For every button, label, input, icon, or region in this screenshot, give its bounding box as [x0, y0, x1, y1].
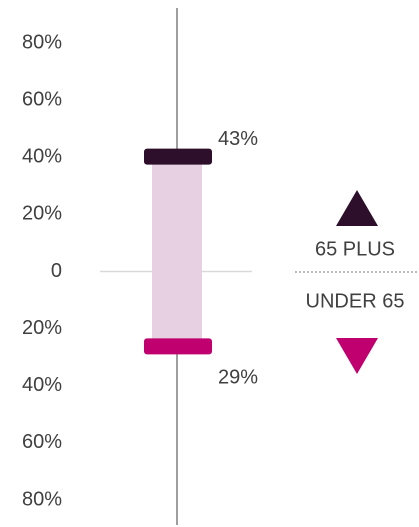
y-tick-label: 60% [22, 431, 62, 453]
legend-label: UNDER 65 [306, 290, 405, 312]
y-tick-label: 80% [22, 31, 62, 53]
y-tick-label: 0 [51, 260, 62, 282]
range-cap [144, 338, 212, 355]
y-tick-label: 20% [22, 203, 62, 225]
y-tick-label: 20% [22, 317, 62, 339]
y-tick-label: 60% [22, 88, 62, 110]
value-label: 29% [218, 367, 258, 389]
y-tick-label: 40% [22, 146, 62, 168]
y-tick-label: 40% [22, 374, 62, 396]
range-fill [152, 156, 202, 347]
value-label: 43% [218, 128, 258, 150]
y-tick-label: 80% [22, 488, 62, 510]
legend-marker [336, 190, 378, 226]
legend-marker [336, 338, 378, 374]
range-cap [144, 148, 212, 165]
legend-label: 65 PLUS [315, 238, 395, 260]
